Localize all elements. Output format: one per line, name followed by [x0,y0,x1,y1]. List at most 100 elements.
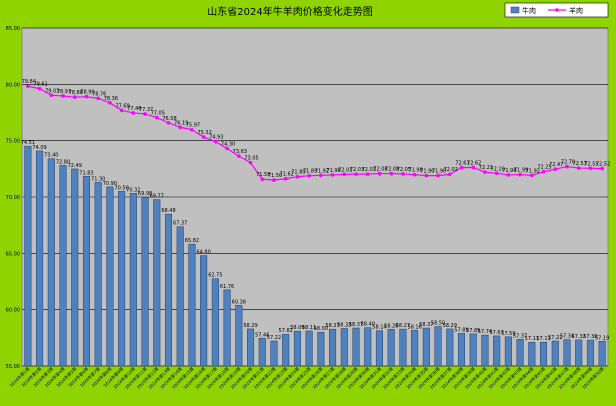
bar-value-label: 71.83 [79,170,93,176]
point-value-label: 77.37 [139,107,153,113]
bar-beef [188,243,196,367]
line-mutton [27,85,603,181]
bar-beef [329,328,337,367]
bar-value-label: 72.80 [56,159,70,165]
point-mutton [237,154,241,158]
point-value-label: 76.58 [162,116,176,122]
bar-value-label: 73.40 [44,153,58,159]
point-mutton [330,173,335,177]
y-tick-label: 85.00 [6,26,20,32]
bar-beef [270,340,278,367]
bar-beef [211,278,219,367]
bar-beef [94,182,102,367]
point-value-label: 71.90 [420,169,434,175]
point-mutton [96,96,100,101]
legend-swatch-mutton-marker [555,8,559,12]
bar-beef [375,330,383,367]
bar-value-label: 58.29 [243,323,257,329]
point-value-label: 79.84 [22,79,36,85]
point-mutton [26,84,30,88]
bar-value-label: 58.29 [443,323,457,329]
point-mutton [389,171,393,176]
bar-beef [493,335,501,367]
bar-beef [24,145,32,367]
point-value-label: 71.50 [268,173,282,179]
y-tick-label: 70.00 [6,195,20,201]
point-value-label: 71.58 [256,172,270,178]
bar-beef [516,339,524,367]
point-mutton [401,172,405,176]
point-value-label: 73.05 [244,156,258,162]
point-mutton [576,166,581,170]
bar-value-label: 57.46 [255,332,269,338]
point-mutton [143,112,147,116]
bar-value-label: 58.40 [361,322,375,328]
point-mutton [154,115,159,120]
point-value-label: 71.80 [291,170,305,176]
bar-beef [258,338,266,367]
point-mutton [436,173,440,178]
point-mutton [530,173,534,178]
bar-value-label: 57.22 [267,335,281,341]
point-value-label: 72.02 [444,167,458,173]
bar-series [24,145,606,367]
point-value-label: 71.96 [502,168,516,174]
point-value-label: 72.70 [561,160,575,166]
point-value-label: 79.03 [45,88,59,94]
point-mutton [295,174,300,179]
bar-beef [399,328,407,367]
bar-value-label: 68.48 [161,208,175,214]
point-value-label: 71.90 [432,169,446,175]
bar-value-label: 70.90 [103,181,117,187]
point-value-label: 71.62 [280,172,294,178]
bar-value-label: 74.51 [21,140,35,146]
point-value-label: 78.97 [57,89,71,95]
bar-beef [411,330,419,367]
point-value-label: 75.32 [197,130,211,136]
point-value-label: 72.52 [596,162,610,168]
bar-value-label: 57.19 [595,335,609,341]
bar-beef [469,333,477,367]
point-mutton [600,166,604,171]
bar-value-label: 58.33 [337,322,351,328]
point-mutton [61,94,65,98]
bar-value-label: 74.09 [32,145,46,151]
point-mutton [108,101,112,105]
bar-value-label: 69.98 [138,191,152,197]
point-mutton [225,146,229,151]
point-mutton [506,173,511,177]
point-value-label: 77.46 [127,106,141,112]
bar-beef [153,199,161,367]
point-value-label: 72.05 [397,167,411,173]
bar-value-label: 58.16 [407,324,421,330]
point-value-label: 72.62 [467,160,481,166]
point-value-label: 72.03 [362,167,376,173]
bar-beef [575,339,583,367]
point-value-label: 71.92 [526,168,540,174]
point-mutton [447,172,452,177]
bar-value-label: 58.26 [384,323,398,329]
bar-value-label: 57.11 [525,336,539,342]
bar-beef [141,196,149,367]
bar-beef [352,327,360,367]
bar-value-label: 58.37 [419,322,433,328]
bar-beef [481,334,489,367]
point-value-label: 71.96 [326,168,340,174]
bar-value-label: 69.77 [150,194,164,200]
bar-value-label: 57.85 [466,328,480,334]
bar-beef [106,186,114,367]
bar-value-label: 67.37 [173,221,187,227]
point-mutton [201,135,206,139]
point-mutton [354,172,358,176]
point-mutton [307,173,311,178]
bar-beef [305,330,313,367]
point-mutton [541,169,546,174]
point-value-label: 72.08 [373,167,387,173]
point-value-label: 78.90 [80,90,94,96]
point-value-label: 71.92 [315,168,329,174]
bar-beef [164,213,173,367]
point-mutton [342,172,347,177]
bar-value-label: 64.80 [196,250,210,256]
point-mutton [131,111,136,115]
bar-beef [317,331,325,367]
